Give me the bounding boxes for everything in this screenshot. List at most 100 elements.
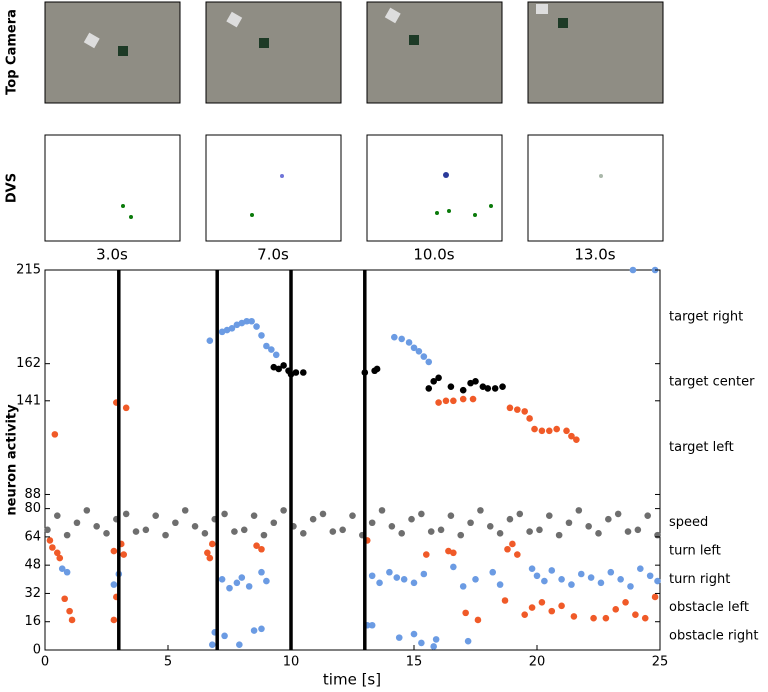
region-label: obstacle right xyxy=(669,628,758,643)
spike xyxy=(231,528,238,535)
spike xyxy=(506,404,514,412)
robot xyxy=(83,32,100,49)
spike xyxy=(496,581,504,588)
spike xyxy=(531,425,538,433)
spike xyxy=(44,526,51,534)
spike xyxy=(575,507,583,514)
spike xyxy=(410,344,418,352)
spike xyxy=(504,545,511,553)
dvs-event xyxy=(447,209,451,213)
spike xyxy=(472,378,479,385)
spike xyxy=(514,551,521,558)
dvs-event xyxy=(473,213,477,217)
region-label: target right xyxy=(669,309,743,324)
robot xyxy=(536,4,548,14)
snapshot-time: 13.0s xyxy=(574,246,615,264)
robot xyxy=(226,11,243,28)
spike xyxy=(122,404,130,412)
region-label: target center xyxy=(669,375,755,390)
spike xyxy=(110,616,118,624)
spike xyxy=(646,572,654,580)
spike xyxy=(607,568,615,576)
dvs-event xyxy=(129,215,133,219)
spike xyxy=(393,574,401,581)
spike xyxy=(602,614,610,622)
region-label: target left xyxy=(669,440,734,455)
y-tick-label: 0 xyxy=(33,643,41,658)
spike xyxy=(201,530,209,537)
y-tick-label: 80 xyxy=(24,501,41,516)
spike xyxy=(526,528,533,535)
spike xyxy=(368,572,376,580)
spike xyxy=(548,567,556,574)
spike xyxy=(395,634,403,641)
spike xyxy=(339,526,346,534)
spike xyxy=(521,408,528,415)
spike xyxy=(570,613,578,620)
camera-image xyxy=(205,1,342,104)
spike xyxy=(514,406,521,413)
spike xyxy=(617,576,624,583)
dvs-image xyxy=(527,134,664,242)
spike xyxy=(228,325,236,332)
spike xyxy=(181,507,189,514)
spike xyxy=(376,579,383,587)
x-tick-label: 10 xyxy=(283,655,300,670)
spike xyxy=(378,507,386,514)
x-tick-label: 15 xyxy=(406,655,423,670)
spike xyxy=(435,399,442,406)
spike xyxy=(472,576,479,583)
spike xyxy=(391,333,398,341)
spike xyxy=(486,522,494,530)
x-tick-label: 0 xyxy=(41,655,49,670)
spike xyxy=(73,519,81,527)
spike xyxy=(432,636,440,643)
spike xyxy=(538,598,546,606)
spike xyxy=(56,554,64,562)
camera-image xyxy=(527,1,664,104)
spike xyxy=(565,519,573,527)
spike xyxy=(63,531,71,539)
spike xyxy=(268,346,275,353)
spike xyxy=(612,606,620,613)
spike xyxy=(459,583,467,590)
spike xyxy=(263,342,270,350)
spike xyxy=(300,530,307,537)
spike xyxy=(459,386,467,394)
camera-row xyxy=(44,1,664,104)
y-tick-label: 32 xyxy=(24,586,41,601)
spike xyxy=(624,528,632,535)
spike xyxy=(258,332,265,339)
spike xyxy=(66,607,73,615)
spike xyxy=(319,510,327,518)
spike xyxy=(51,431,59,438)
spike xyxy=(236,641,243,648)
spike xyxy=(587,574,595,581)
spike xyxy=(61,595,68,603)
spike xyxy=(437,526,445,534)
dvs-event xyxy=(489,204,493,208)
dvs-event xyxy=(599,174,603,178)
camera-image xyxy=(44,1,181,104)
spike xyxy=(585,522,592,530)
x-tick-label: 25 xyxy=(652,655,669,670)
spike xyxy=(526,415,533,422)
robot xyxy=(384,7,401,24)
spike xyxy=(614,510,622,518)
spike xyxy=(233,579,241,587)
spike xyxy=(597,579,605,587)
spike xyxy=(280,507,287,514)
spike xyxy=(68,616,76,624)
spike xyxy=(425,385,433,392)
spike xyxy=(423,551,430,558)
spike xyxy=(590,614,597,622)
spike xyxy=(533,572,541,580)
spike xyxy=(469,395,477,403)
spike xyxy=(477,507,484,514)
spike xyxy=(427,528,435,535)
plot-frame xyxy=(44,269,661,651)
spike xyxy=(447,512,455,519)
spike xyxy=(558,576,565,583)
spike xyxy=(546,512,553,519)
spike xyxy=(400,576,408,583)
